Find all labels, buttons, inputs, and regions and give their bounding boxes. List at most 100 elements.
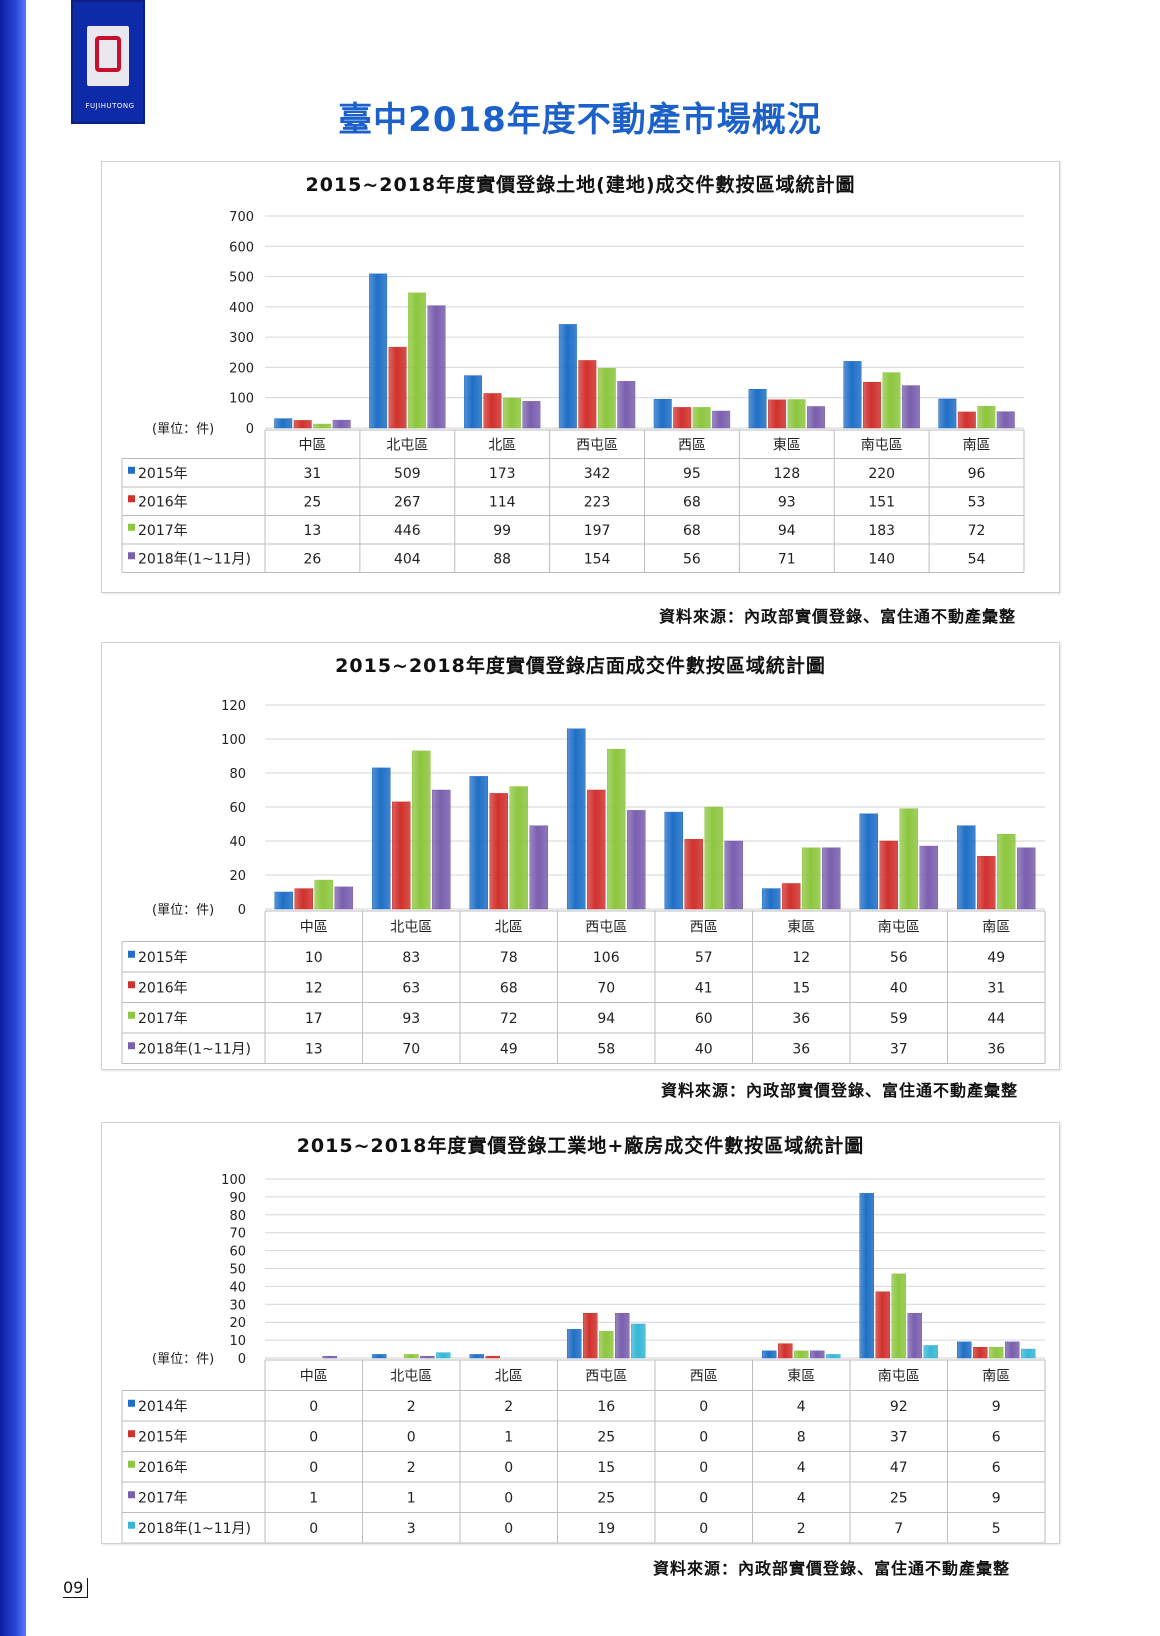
bar: [617, 381, 636, 429]
chart-panel-storefront: 2015~2018年度實價登錄店面成交件數按區域統計圖 0 20 40 60 80 100…: [101, 642, 1060, 1070]
data-label: 15: [597, 1460, 615, 1476]
data-label: 140: [868, 551, 895, 567]
data-label: 0: [309, 1460, 318, 1476]
bar: [923, 1345, 938, 1359]
bar: [762, 1350, 777, 1359]
category-label: 東區: [773, 437, 801, 453]
bar: [412, 750, 431, 910]
data-label: 96: [968, 466, 986, 482]
bar: [977, 856, 996, 910]
legend-label: 2014年: [138, 1399, 188, 1415]
data-label: 93: [778, 494, 796, 510]
data-label: 2: [407, 1460, 416, 1476]
legend-swatch: [128, 1460, 135, 1468]
category-label: 西屯區: [576, 437, 618, 453]
category-label: 西屯區: [585, 919, 627, 935]
category-label: 北區: [488, 437, 516, 453]
bar: [485, 1355, 500, 1359]
chart-title: 2015~2018年度實價登錄土地(建地)成交件數按區域統計圖: [305, 174, 856, 196]
bar: [522, 401, 541, 429]
category-label: 南屯區: [878, 919, 920, 935]
data-label: 40: [695, 1041, 713, 1057]
y-tick-label: 100: [221, 733, 246, 748]
legend-label: 2018年(1~11月): [138, 1041, 251, 1057]
bar: [907, 1313, 922, 1359]
data-label: 404: [394, 551, 421, 567]
data-label: 15: [792, 980, 810, 996]
bar: [615, 1313, 630, 1359]
bar: [509, 786, 528, 910]
data-label: 12: [792, 950, 810, 966]
data-label: 49: [500, 1041, 518, 1057]
legend-label: 2015年: [138, 950, 188, 966]
y-tick-label: 40: [229, 1280, 246, 1295]
bar: [583, 1313, 598, 1359]
legend-label: 2016年: [138, 980, 188, 996]
data-label: 44: [987, 1011, 1005, 1027]
bar: [901, 385, 920, 429]
bar: [293, 420, 312, 429]
data-label: 0: [504, 1521, 513, 1537]
legend-swatch: [128, 495, 135, 503]
bar: [768, 399, 787, 429]
data-label: 36: [792, 1041, 810, 1057]
legend-swatch: [128, 1399, 135, 1407]
data-label: 128: [773, 466, 800, 482]
y-tick-label: 80: [229, 767, 246, 782]
bar: [372, 767, 391, 910]
data-label: 446: [394, 523, 421, 539]
y-tick-label: 0: [238, 903, 246, 918]
bar: [1005, 1341, 1020, 1359]
bar: [274, 891, 293, 910]
legend-label: 2018年(1~11月): [138, 1521, 251, 1537]
data-label: 0: [699, 1399, 708, 1415]
chart-panel-industrial: 2015~2018年度實價登錄工業地+廠房成交件數按區域統計圖 0 10 20 30 4…: [101, 1122, 1060, 1544]
bar: [1017, 847, 1036, 910]
data-label: 37: [890, 1429, 908, 1445]
data-label: 60: [695, 1011, 713, 1027]
bar: [489, 793, 508, 910]
data-label: 0: [309, 1399, 318, 1415]
category-label: 南區: [982, 1368, 1010, 1384]
bar: [724, 840, 743, 910]
bar: [810, 1350, 825, 1359]
bar: [822, 847, 841, 910]
legend-swatch: [128, 523, 135, 531]
bar: [369, 273, 388, 429]
data-label: 197: [584, 523, 611, 539]
data-label: 183: [868, 523, 895, 539]
bar: [891, 1273, 906, 1359]
data-label: 58: [597, 1041, 615, 1057]
data-label: 2: [797, 1521, 806, 1537]
category-label: 東區: [787, 1368, 815, 1384]
data-label: 94: [778, 523, 796, 539]
bar: [631, 1323, 646, 1359]
bar: [567, 1329, 582, 1359]
data-label: 3: [407, 1521, 416, 1537]
bar: [882, 372, 901, 429]
bar: [408, 292, 427, 429]
bar: [432, 789, 451, 910]
data-label: 78: [500, 950, 518, 966]
data-label: 6: [992, 1460, 1001, 1476]
data-label: 57: [695, 950, 713, 966]
bar: [684, 839, 703, 910]
data-label: 93: [402, 1011, 420, 1027]
category-label: 西區: [690, 1368, 718, 1384]
data-label: 0: [699, 1490, 708, 1506]
y-tick-label: 90: [229, 1191, 246, 1206]
data-label: 37: [890, 1041, 908, 1057]
data-label: 6: [992, 1429, 1001, 1445]
data-label: 509: [394, 466, 421, 482]
bar: [653, 398, 672, 429]
data-label: 47: [890, 1460, 908, 1476]
chart-title: 2015~2018年度實價登錄店面成交件數按區域統計圖: [335, 655, 826, 677]
data-label: 13: [304, 523, 322, 539]
logo-icon: [87, 26, 129, 86]
y-tick-label: 400: [229, 301, 254, 316]
data-label: 13: [305, 1041, 323, 1057]
bar: [996, 411, 1015, 429]
data-label: 59: [890, 1011, 908, 1027]
source-note-storefront: 資料來源：內政部實價登錄、富住通不動產彙整: [661, 1081, 1019, 1100]
legend-swatch: [128, 1491, 135, 1499]
